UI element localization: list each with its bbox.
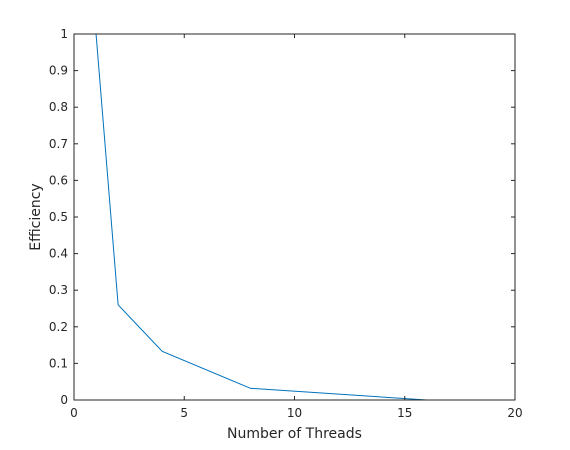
y-tick-label: 0.6	[49, 173, 68, 187]
y-tick-label: 0.4	[49, 247, 68, 261]
series-line-0	[95, 34, 515, 400]
y-tick-label: 0.3	[49, 283, 68, 297]
series-layer	[95, 34, 515, 400]
y-tick-label: 0.5	[49, 210, 68, 224]
y-tick-label: 0	[60, 393, 68, 407]
y-tick-label: 0.7	[49, 137, 68, 151]
x-ticks: 0 5 10 15 20	[70, 34, 523, 420]
y-axis-label: Efficiency	[28, 183, 44, 250]
x-tick-label: 15	[397, 406, 412, 420]
y-ticks: 0 0.1 0.2 0.3 0.4 0.5 0.6 0.7 0.8 0.9 1	[49, 27, 515, 407]
x-tick-label: 5	[180, 406, 188, 420]
y-tick-label: 0.8	[49, 100, 68, 114]
x-tick-label: 0	[70, 406, 78, 420]
y-tick-label: 0.9	[49, 64, 68, 78]
x-tick-label: 20	[507, 406, 522, 420]
y-tick-label: 1	[60, 27, 68, 41]
plot-area	[74, 34, 515, 400]
x-tick-label: 10	[287, 406, 302, 420]
y-tick-label: 0.1	[49, 356, 68, 370]
y-tick-label: 0.2	[49, 320, 68, 334]
x-axis-label: Number of Threads	[227, 426, 362, 442]
